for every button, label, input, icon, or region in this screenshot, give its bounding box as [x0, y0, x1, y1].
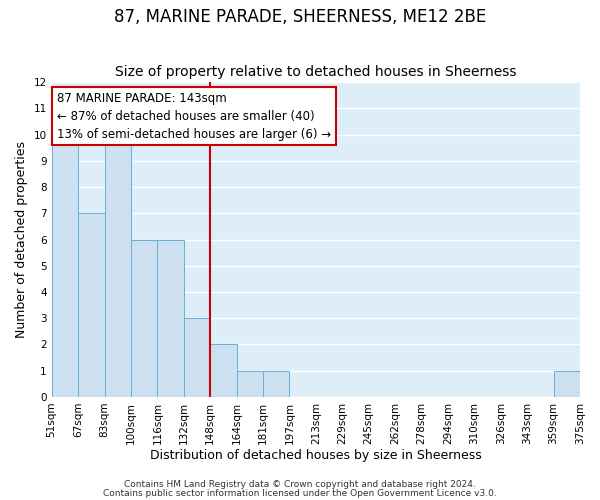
Bar — [263, 370, 289, 397]
Bar — [210, 344, 236, 397]
Bar — [52, 134, 78, 397]
Text: 87 MARINE PARADE: 143sqm
← 87% of detached houses are smaller (40)
13% of semi-d: 87 MARINE PARADE: 143sqm ← 87% of detach… — [57, 92, 331, 140]
Text: Contains HM Land Registry data © Crown copyright and database right 2024.: Contains HM Land Registry data © Crown c… — [124, 480, 476, 489]
Y-axis label: Number of detached properties: Number of detached properties — [15, 141, 28, 338]
Bar — [104, 134, 131, 397]
Bar — [184, 318, 210, 397]
Bar — [157, 240, 184, 397]
Title: Size of property relative to detached houses in Sheerness: Size of property relative to detached ho… — [115, 66, 517, 80]
Text: Contains public sector information licensed under the Open Government Licence v3: Contains public sector information licen… — [103, 488, 497, 498]
X-axis label: Distribution of detached houses by size in Sheerness: Distribution of detached houses by size … — [150, 450, 482, 462]
Bar — [131, 240, 157, 397]
Bar — [236, 370, 263, 397]
Bar — [78, 214, 104, 397]
Bar — [554, 370, 580, 397]
Text: 87, MARINE PARADE, SHEERNESS, ME12 2BE: 87, MARINE PARADE, SHEERNESS, ME12 2BE — [114, 8, 486, 26]
